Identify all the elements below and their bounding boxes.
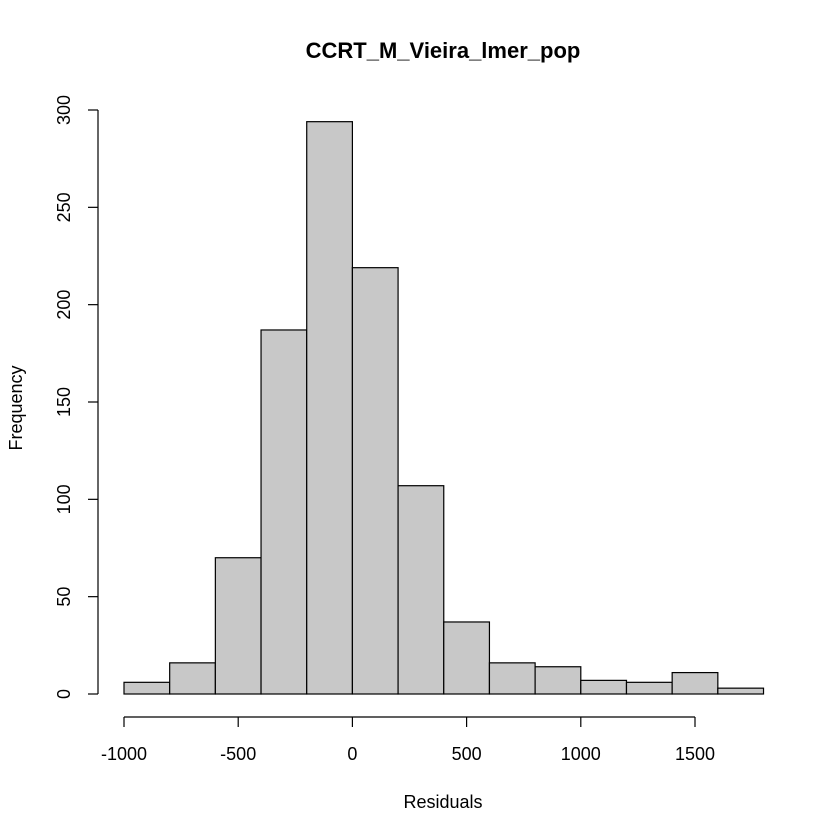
histogram-bar-4 xyxy=(306,121,354,695)
x-axis: -1000 -500 0 500 1000 1500 xyxy=(101,716,715,764)
y-axis: 0 50 100 150 200 250 300 xyxy=(54,95,99,699)
x-tick-label: 1500 xyxy=(675,744,715,764)
y-tick-label: 250 xyxy=(54,192,74,222)
y-tick-label: 150 xyxy=(54,387,74,417)
y-tick-label: 100 xyxy=(54,484,74,514)
x-tick-label: -500 xyxy=(220,744,256,764)
y-tick-label: 200 xyxy=(54,290,74,320)
histogram-bar-13 xyxy=(717,687,765,695)
y-axis-label: Frequency xyxy=(6,365,26,450)
x-tick-label: 0 xyxy=(347,744,357,764)
bars-group xyxy=(123,121,765,695)
histogram-bar-7 xyxy=(443,621,491,695)
x-tick-label: -1000 xyxy=(101,744,147,764)
histogram-bar-5 xyxy=(351,267,399,695)
y-tick-label: 0 xyxy=(54,689,74,699)
histogram-bar-8 xyxy=(488,662,536,695)
histogram-bar-10 xyxy=(580,679,628,695)
histogram-bar-12 xyxy=(671,671,719,695)
chart-title: CCRT_M_Vieira_lmer_pop xyxy=(306,38,581,63)
histogram-bar-11 xyxy=(625,681,673,695)
histogram-bar-3 xyxy=(260,329,308,695)
histogram-bar-6 xyxy=(397,485,445,695)
histogram-bar-0 xyxy=(123,681,171,695)
x-axis-label: Residuals xyxy=(403,792,482,812)
x-tick-label: 1000 xyxy=(561,744,601,764)
histogram-bar-9 xyxy=(534,666,582,695)
x-tick-label: 500 xyxy=(452,744,482,764)
histogram-bar-2 xyxy=(214,557,262,695)
y-tick-label: 50 xyxy=(54,587,74,607)
y-tick-label: 300 xyxy=(54,95,74,125)
histogram-bar-1 xyxy=(169,662,216,695)
